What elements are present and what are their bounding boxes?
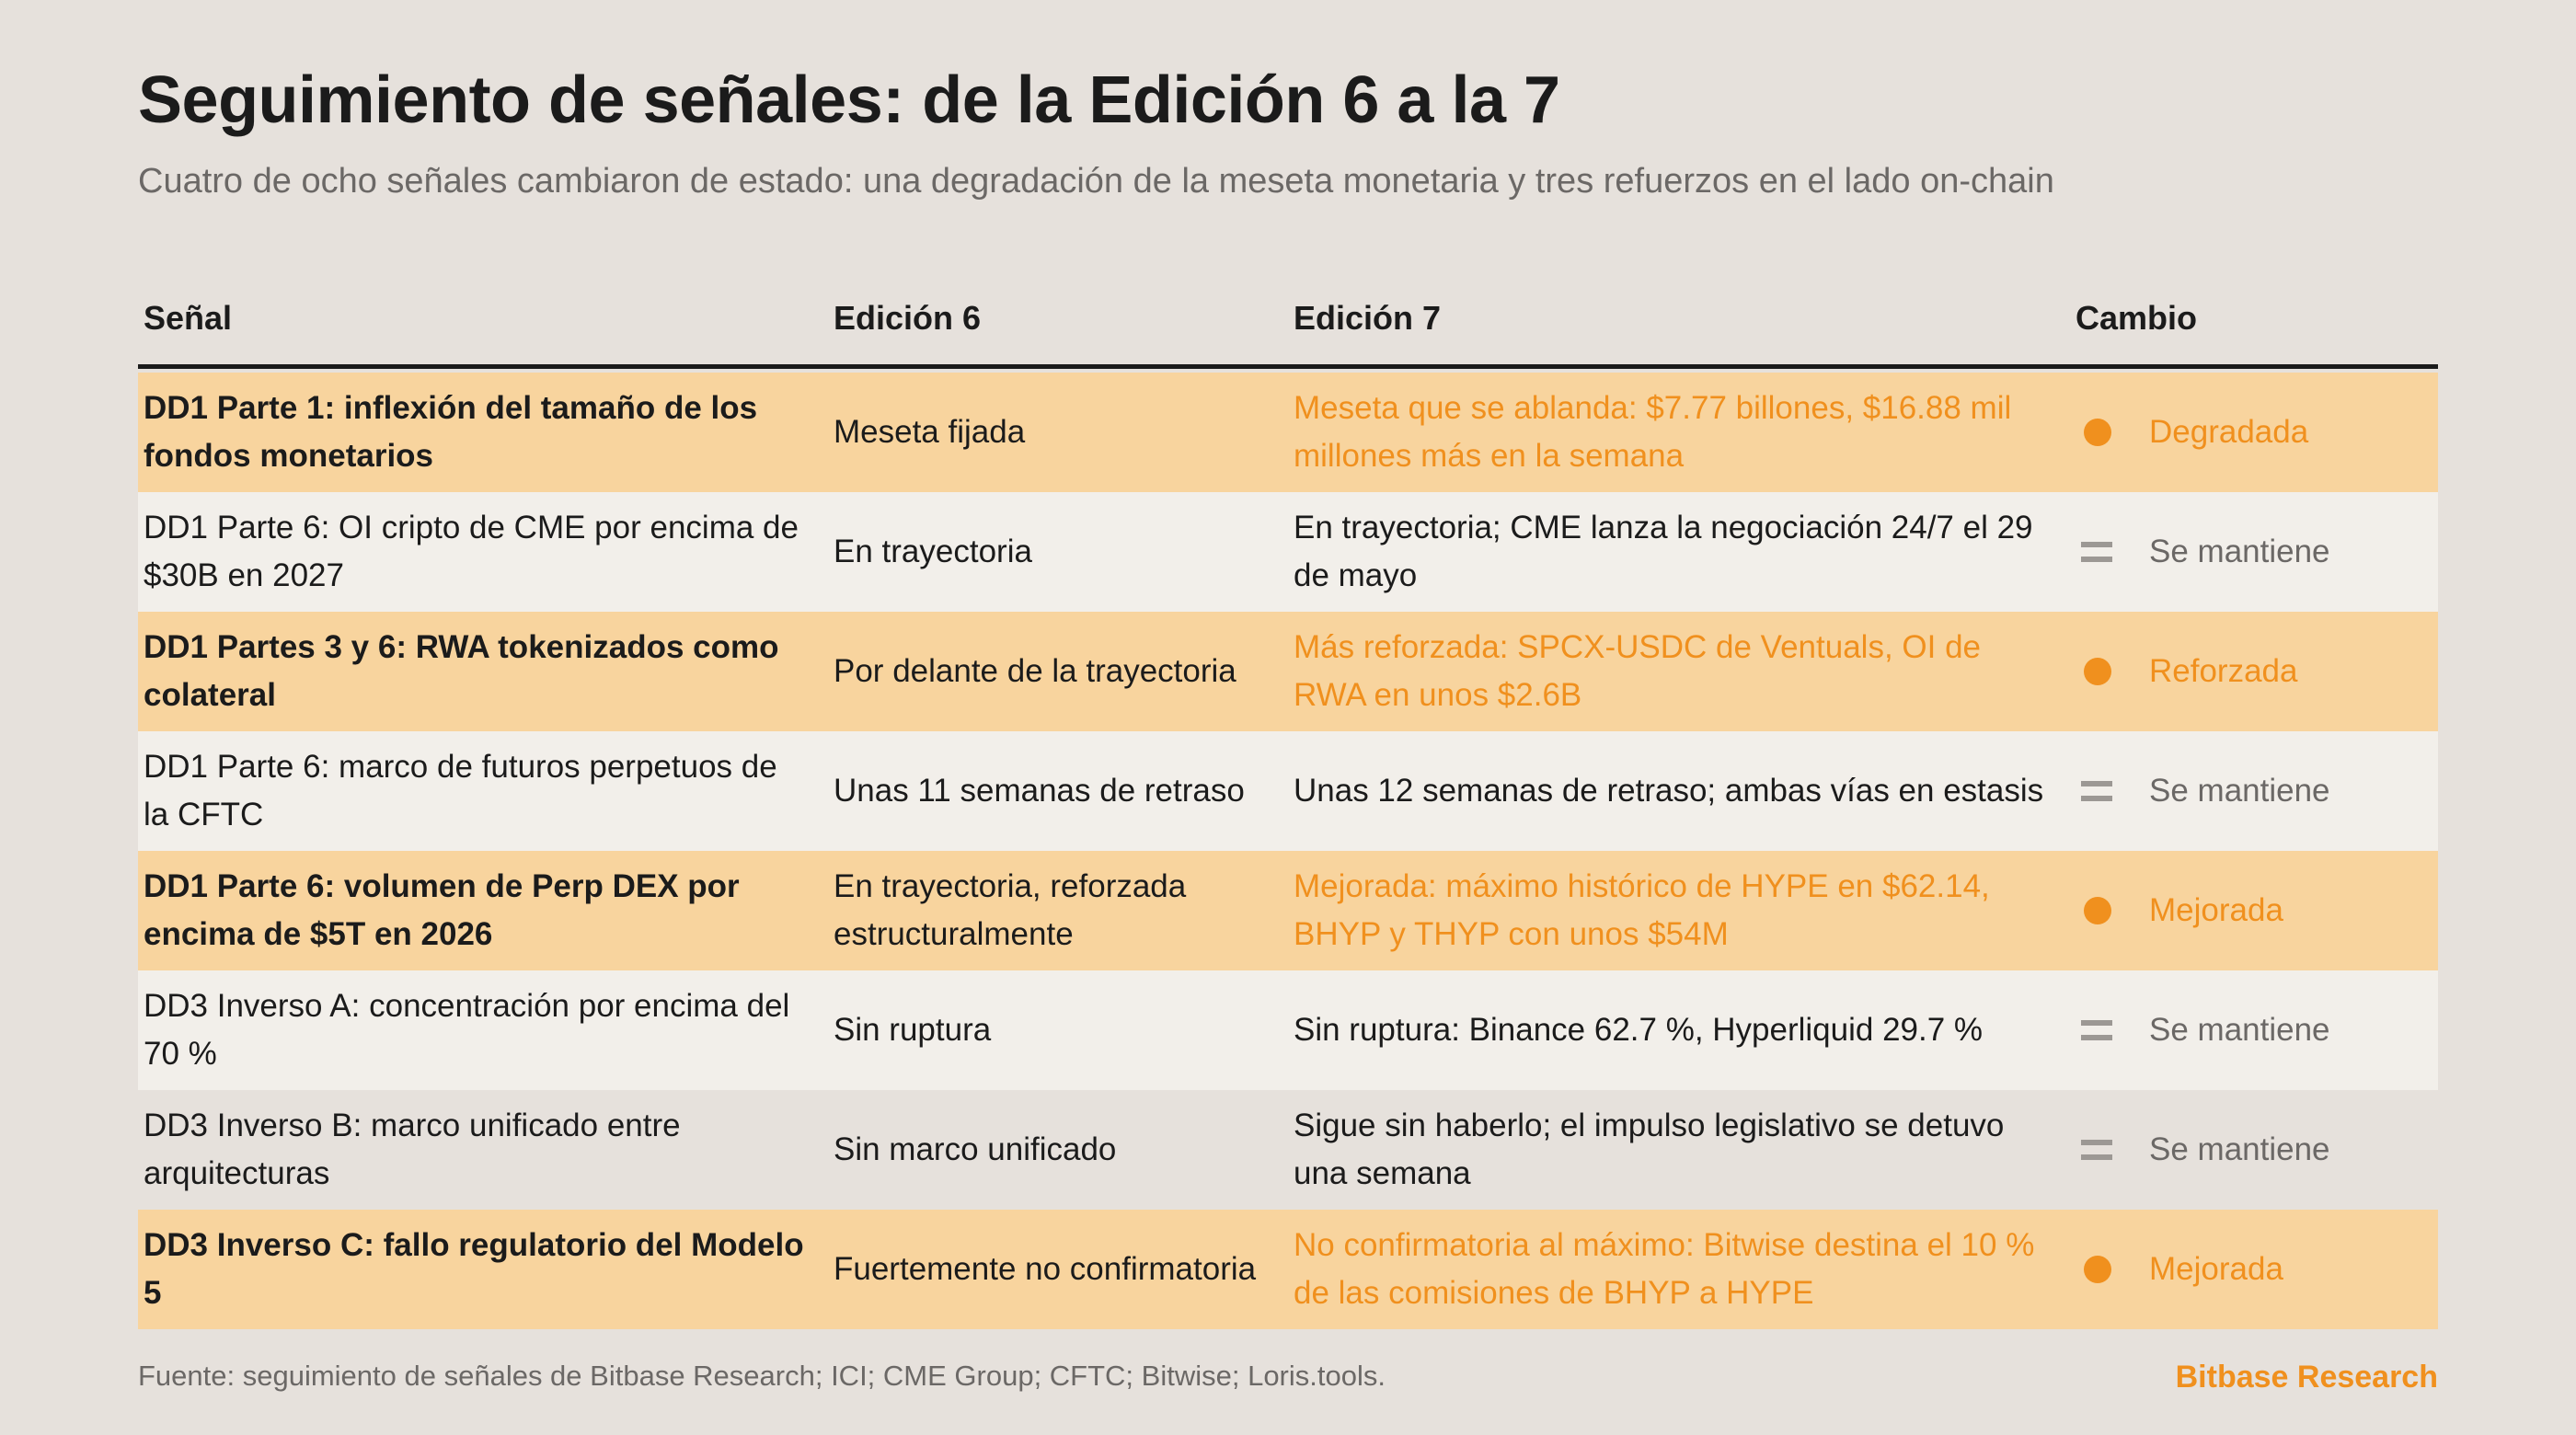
- edition-6-cell: Por delante de la trayectoria: [834, 653, 1236, 689]
- page-title: Seguimiento de señales: de la Edición 6 …: [138, 63, 1560, 137]
- edition-7-cell: Mejorada: máximo histórico de HYPE en $6…: [1294, 868, 1990, 952]
- page-subtitle: Cuatro de ocho señales cambiaron de esta…: [138, 162, 2054, 201]
- change-label: Se mantiene: [2149, 534, 2330, 569]
- table-row: DD1 Parte 6: OI cripto de CME por encima…: [138, 492, 2438, 612]
- change-cell: Mejorada: [2070, 887, 2438, 935]
- table-row: DD3 Inverso A: concentración por encima …: [138, 970, 2438, 1090]
- orange-dot-icon: [2081, 653, 2127, 690]
- change-label: Mejorada: [2149, 892, 2283, 928]
- brand-logo-text: Bitbase Research: [2175, 1360, 2438, 1395]
- change-label: Degradada: [2149, 414, 2309, 450]
- equals-icon: [2081, 534, 2127, 570]
- edition-7-cell: No confirmatoria al máximo: Bitwise dest…: [1294, 1227, 2035, 1311]
- header-change: Cambio: [2076, 299, 2198, 337]
- change-cell: Mejorada: [2070, 1246, 2438, 1293]
- table-row: DD3 Inverso B: marco unificado entre arq…: [138, 1090, 2438, 1210]
- signals-table: Señal Edición 6 Edición 7 Cambio DD1 Par…: [138, 272, 2438, 1329]
- equals-icon: [2081, 1131, 2127, 1168]
- edition-7-cell: Sigue sin haberlo; el impulso legislativ…: [1294, 1108, 2005, 1191]
- change-cell: Degradada: [2070, 408, 2438, 456]
- table-row: DD1 Parte 6: volumen de Perp DEX por enc…: [138, 851, 2438, 970]
- change-label: Reforzada: [2149, 653, 2298, 689]
- edition-6-cell: Meseta fijada: [834, 414, 1026, 450]
- change-label: Se mantiene: [2149, 1131, 2330, 1167]
- equals-icon: [2081, 1012, 2127, 1049]
- change-label: Mejorada: [2149, 1251, 2283, 1287]
- signal-cell: DD3 Inverso A: concentración por encima …: [144, 988, 790, 1072]
- table-row: DD1 Parte 1: inflexión del tamaño de los…: [138, 373, 2438, 492]
- header-edition-6: Edición 6: [834, 299, 982, 337]
- change-cell: Se mantiene: [2070, 528, 2438, 576]
- signal-cell: DD1 Parte 6: volumen de Perp DEX por enc…: [144, 868, 740, 952]
- signal-cell: DD1 Parte 6: OI cripto de CME por encima…: [144, 510, 799, 593]
- change-cell: Reforzada: [2070, 648, 2438, 695]
- change-cell: Se mantiene: [2070, 1006, 2438, 1054]
- edition-6-cell: En trayectoria: [834, 534, 1032, 569]
- table-row: DD3 Inverso C: fallo regulatorio del Mod…: [138, 1210, 2438, 1329]
- orange-dot-icon: [2081, 414, 2127, 451]
- edition-6-cell: Sin marco unificado: [834, 1131, 1117, 1167]
- orange-dot-icon: [2081, 1251, 2127, 1288]
- signal-cell: DD3 Inverso C: fallo regulatorio del Mod…: [144, 1227, 804, 1311]
- edition-7-cell: Más reforzada: SPCX-USDC de Ventuals, OI…: [1294, 629, 1981, 713]
- signal-cell: DD1 Parte 1: inflexión del tamaño de los…: [144, 390, 758, 474]
- signal-cell: DD1 Parte 6: marco de futuros perpetuos …: [144, 749, 777, 832]
- equals-icon: [2081, 773, 2127, 809]
- header-signal: Señal: [144, 299, 233, 337]
- table-row: DD1 Partes 3 y 6: RWA tokenizados como c…: [138, 612, 2438, 731]
- page: Seguimiento de señales: de la Edición 6 …: [138, 0, 2438, 1435]
- change-label: Se mantiene: [2149, 773, 2330, 809]
- signal-cell: DD3 Inverso B: marco unificado entre arq…: [144, 1108, 681, 1191]
- table-row: DD1 Parte 6: marco de futuros perpetuos …: [138, 731, 2438, 851]
- edition-7-cell: Unas 12 semanas de retraso; ambas vías e…: [1294, 773, 2044, 809]
- signal-cell: DD1 Partes 3 y 6: RWA tokenizados como c…: [144, 629, 779, 713]
- edition-6-cell: Unas 11 semanas de retraso: [834, 773, 1245, 809]
- source-note: Fuente: seguimiento de señales de Bitbas…: [138, 1360, 1386, 1392]
- edition-6-cell: En trayectoria, reforzada estructuralmen…: [834, 868, 1187, 952]
- edition-7-cell: Meseta que se ablanda: $7.77 billones, $…: [1294, 390, 2012, 474]
- edition-7-cell: Sin ruptura: Binance 62.7 %, Hyperliquid…: [1294, 1012, 1984, 1048]
- edition-6-cell: Sin ruptura: [834, 1012, 992, 1048]
- change-cell: Se mantiene: [2070, 767, 2438, 815]
- change-cell: Se mantiene: [2070, 1126, 2438, 1174]
- orange-dot-icon: [2081, 892, 2127, 929]
- change-label: Se mantiene: [2149, 1012, 2330, 1048]
- header-edition-7: Edición 7: [1294, 299, 1442, 337]
- table-header: Señal Edición 6 Edición 7 Cambio: [138, 272, 2438, 369]
- table-body: DD1 Parte 1: inflexión del tamaño de los…: [138, 373, 2438, 1329]
- edition-7-cell: En trayectoria; CME lanza la negociación…: [1294, 510, 2033, 593]
- edition-6-cell: Fuertemente no confirmatoria: [834, 1251, 1257, 1287]
